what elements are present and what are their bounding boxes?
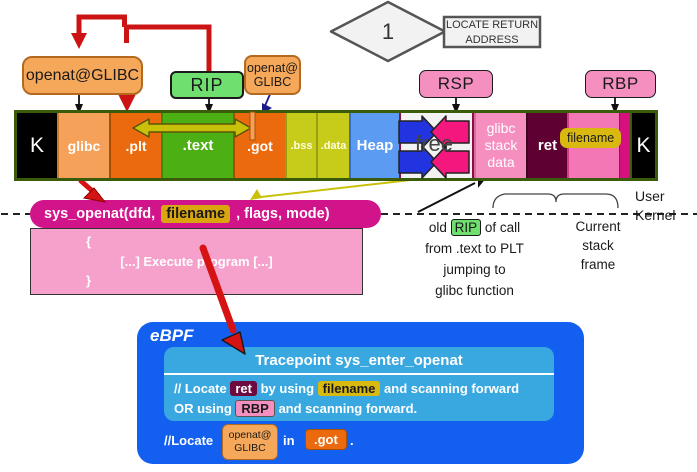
svg-text:LOCATE RETURN: LOCATE RETURN: [446, 19, 538, 31]
svg-text:ADDRESS: ADDRESS: [465, 34, 518, 46]
svg-text:1: 1: [382, 19, 394, 44]
svg-text:free: free: [415, 131, 453, 156]
